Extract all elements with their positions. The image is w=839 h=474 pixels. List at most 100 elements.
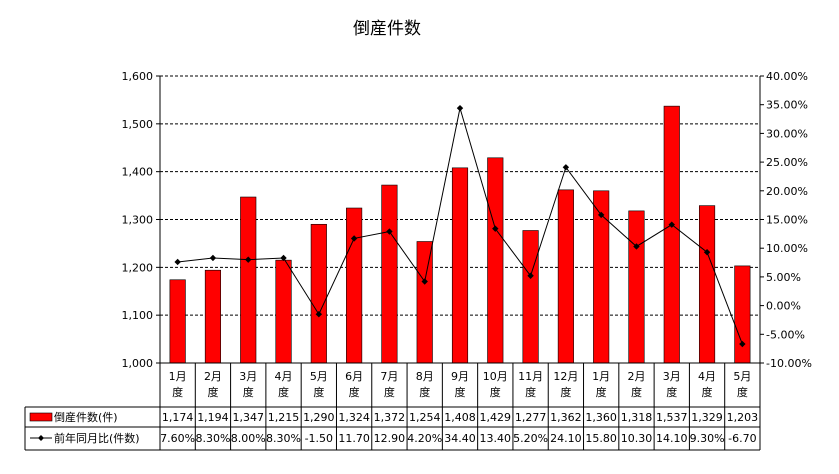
bar-value-cell: 1,194 — [197, 411, 229, 424]
line-marker — [280, 254, 287, 262]
line-value-cell: 13.40 — [480, 432, 512, 445]
left-tick-label: 1,300 — [122, 214, 154, 227]
category-label: 4月 — [698, 370, 716, 383]
bar-value-cell: 1,537 — [656, 411, 688, 424]
category-label: 4月 — [275, 370, 293, 383]
line-legend-marker — [38, 435, 44, 441]
bar — [734, 265, 751, 364]
line-value-cell: 10.30 — [621, 432, 653, 445]
bar-value-cell: 1,318 — [621, 411, 653, 424]
line-marker — [633, 243, 640, 250]
line-legend-label: 前年同月比(件数) — [54, 431, 140, 445]
bar-legend-label: 倒産件数(件) — [54, 411, 118, 424]
category-label: 7月 — [380, 370, 398, 383]
category-label: 度 — [384, 385, 395, 399]
bar-value-cell: 1,362 — [550, 411, 582, 424]
bar — [487, 157, 504, 364]
line-marker — [174, 258, 181, 266]
bar — [169, 279, 186, 364]
right-tick-label: 35.00% — [766, 99, 808, 112]
bar-value-cell: 1,329 — [691, 411, 723, 424]
line-marker — [245, 256, 252, 263]
right-tick-label: 20.00% — [766, 185, 808, 198]
bar-value-cell: 1,290 — [303, 411, 335, 424]
line-value-cell: -1.50 — [305, 432, 333, 445]
bar-value-cell: 1,347 — [232, 411, 264, 424]
bar-legend-key — [29, 412, 53, 422]
line-value-cell: 34.40 — [444, 432, 476, 445]
line-marker — [562, 164, 570, 171]
line-value-cell: 12.90 — [374, 432, 406, 445]
line-marker — [456, 104, 464, 112]
bar — [557, 189, 574, 364]
category-label: 度 — [666, 385, 677, 399]
data-table: 1月度2月度3月度4月度5月度6月度7月度8月度9月度10月度11月度12月度1… — [24, 363, 761, 451]
category-label: 度 — [278, 385, 289, 399]
line-marker — [315, 311, 323, 318]
line-value-cell: 11.70 — [338, 432, 370, 445]
line-value-cell: 14.10 — [656, 432, 688, 445]
left-tick-label: 1,100 — [122, 309, 154, 322]
line-value-cell: -6.70 — [728, 432, 756, 445]
bar-value-cell: 1,215 — [268, 411, 300, 424]
line-value-cell: 24.10 — [550, 432, 582, 445]
line-marker — [386, 228, 393, 235]
right-tick-label: 5.00% — [766, 271, 801, 284]
right-tick-label: 30.00% — [766, 127, 808, 140]
category-label: 度 — [243, 385, 254, 399]
right-tick-label: -10.00% — [766, 357, 812, 370]
category-label: 9月 — [451, 370, 469, 383]
line-value-cell: 4.20% — [407, 432, 442, 445]
bar — [240, 196, 257, 364]
bar-value-cell: 1,324 — [338, 411, 370, 424]
bar — [663, 105, 680, 364]
category-label: 11月 — [518, 370, 543, 383]
bar-series — [169, 105, 751, 364]
right-tick-label: 40.00% — [766, 70, 808, 83]
line-value-cell: 9.30% — [690, 432, 725, 445]
category-label: 12月 — [553, 370, 578, 383]
left-axis-ticks: 1,000 1,100 1,200 1,300 1,400 1,500 1,600 — [122, 70, 160, 370]
category-label: 2月 — [204, 370, 222, 383]
right-tick-label: 10.00% — [766, 242, 808, 255]
left-tick-label: 1,200 — [122, 261, 154, 274]
line-marker — [597, 211, 605, 219]
bar — [522, 230, 539, 364]
line-value-cell: 8.30% — [195, 432, 230, 445]
bar-value-cell: 1,277 — [515, 411, 547, 424]
bar-value-cell: 1,372 — [374, 411, 406, 424]
bar — [381, 184, 398, 364]
line-marker — [668, 221, 675, 228]
line-value-cell: 7.60% — [160, 432, 195, 445]
category-label: 度 — [455, 385, 466, 399]
line-value-cell: 5.20% — [513, 432, 548, 445]
line-value-cell: 8.00% — [231, 432, 266, 445]
bar-value-cell: 1,174 — [162, 411, 194, 424]
line-marker — [492, 225, 499, 232]
bar-value-cell: 1,429 — [480, 411, 512, 424]
line-marker — [421, 278, 428, 285]
category-label: 度 — [490, 385, 501, 399]
left-tick-label: 1,600 — [122, 70, 154, 83]
category-label: 度 — [207, 385, 218, 399]
category-label: 度 — [737, 385, 748, 399]
category-label: 2月 — [627, 370, 645, 383]
bar — [346, 207, 363, 364]
line-marker — [350, 235, 358, 242]
category-label: 1月 — [592, 370, 610, 383]
bar-value-cell: 1,254 — [409, 411, 441, 424]
line-marker — [739, 340, 746, 348]
bar — [275, 259, 292, 364]
line-marker — [703, 249, 711, 256]
category-label: 10月 — [483, 370, 508, 383]
category-label: 度 — [560, 385, 571, 399]
category-label: 度 — [349, 385, 360, 399]
right-tick-label: -5.00% — [766, 328, 805, 341]
category-label: 5月 — [310, 370, 328, 383]
bar — [416, 241, 433, 364]
category-label: 度 — [419, 385, 430, 399]
category-label: 3月 — [663, 370, 681, 383]
bar — [698, 205, 716, 364]
category-label: 8月 — [416, 370, 434, 383]
